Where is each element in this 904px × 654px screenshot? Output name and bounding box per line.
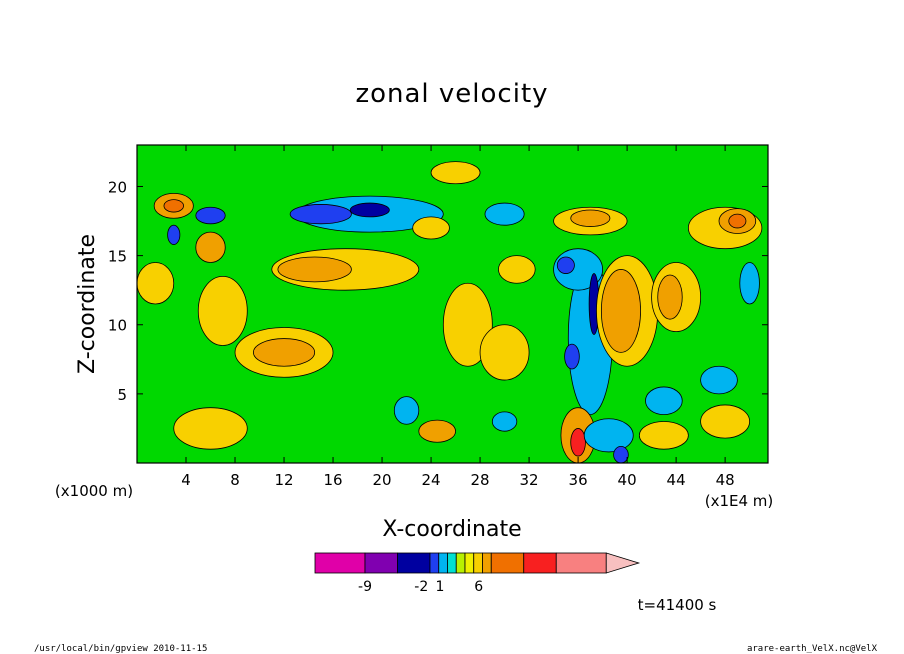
- y-axis-unit: (x1000 m): [55, 482, 133, 500]
- footer-left: /usr/local/bin/gpview 2010-11-15: [34, 644, 207, 654]
- contour-region-21: [583, 418, 634, 453]
- colorbar-swatch-6: [455, 552, 466, 574]
- colorbar-swatch-11: [523, 552, 557, 574]
- colorbar-swatch-7: [464, 552, 475, 574]
- plot-frame: [136, 144, 769, 464]
- contour-region-39: [479, 324, 530, 381]
- y-axis-label: Z-coordinate: [75, 234, 100, 374]
- contour-region-34: [393, 396, 420, 425]
- x-tick-label-7: 32: [520, 471, 539, 489]
- contour-region-18: [600, 269, 641, 353]
- contour-region-25: [728, 213, 747, 229]
- contour-region-9: [277, 256, 352, 283]
- y-axis-ticks: 5 10 15 20: [108, 178, 768, 404]
- contour-region-37: [173, 407, 248, 450]
- colorbar-label-0: -9: [358, 579, 372, 595]
- colorbar-arrow: [605, 552, 641, 574]
- x-tick-label-0: 4: [181, 471, 191, 489]
- x-tick-label-1: 8: [230, 471, 240, 489]
- contour-region-30: [657, 274, 683, 320]
- x-tick-label-8: 36: [569, 471, 588, 489]
- colorbar-swatch-3: [429, 552, 440, 574]
- contour-region-43: [412, 216, 450, 240]
- contour-region-42: [700, 404, 751, 439]
- contour-region-7: [195, 231, 226, 263]
- contour-region-3: [195, 206, 226, 225]
- time-label: t=41400 s: [638, 596, 717, 614]
- contour-region-35: [491, 411, 518, 432]
- colorbar-label-2: 1: [436, 579, 445, 595]
- contour-region-41: [638, 421, 689, 450]
- y-tick-label-0: 5: [117, 386, 127, 404]
- colorbar-swatch-2: [397, 552, 431, 574]
- colorbar-swatch-10: [490, 552, 525, 574]
- x-axis-unit: (x1E4 m): [705, 492, 774, 510]
- x-tick-label-10: 44: [667, 471, 686, 489]
- y-tick-label-1: 10: [108, 317, 127, 335]
- colorbar-swatch-1: [364, 552, 398, 574]
- x-tick-label-4: 20: [373, 471, 392, 489]
- contour-region-32: [700, 365, 738, 395]
- chart-title: zonal velocity: [355, 79, 548, 109]
- y-tick-label-3: 20: [108, 178, 127, 196]
- x-tick-label-6: 28: [471, 471, 490, 489]
- contour-region-15: [564, 343, 580, 370]
- contour-region-44: [430, 161, 481, 185]
- colorbar-swatch-9: [482, 552, 492, 574]
- x-tick-label-9: 40: [618, 471, 637, 489]
- colorbar: -9 -2 1 6: [314, 552, 641, 595]
- colorbar-swatch-12: [555, 552, 607, 574]
- colorbar-label-1: -2: [414, 579, 428, 595]
- contour-region-33: [645, 386, 683, 416]
- x-axis-label: X-coordinate: [382, 517, 521, 542]
- contour-region-6: [163, 199, 184, 213]
- contour-region-45: [137, 262, 175, 305]
- x-tick-label-5: 24: [422, 471, 441, 489]
- colorbar-swatch-8: [473, 552, 483, 574]
- x-tick-label-3: 16: [323, 471, 342, 489]
- contour-region-11: [252, 338, 316, 367]
- x-axis-ticks: 4 8 12 16 20 24 28 32 36 40 44 48: [181, 145, 735, 489]
- x-tick-label-2: 12: [274, 471, 293, 489]
- y-tick-label-2: 15: [108, 248, 127, 266]
- contour-region-2: [349, 202, 390, 218]
- x-tick-label-11: 48: [716, 471, 735, 489]
- colorbar-swatch-4: [438, 552, 448, 574]
- colorbar-label-3: 6: [474, 579, 483, 595]
- contour-region-22: [613, 446, 629, 463]
- contour-region-1: [289, 204, 352, 225]
- contour-region-4: [167, 224, 181, 245]
- colorbar-swatch-5: [447, 552, 457, 574]
- contour-region-14: [556, 256, 575, 274]
- contour-region-38: [442, 282, 493, 367]
- contour-region-31: [739, 262, 760, 305]
- contour-region-40: [197, 275, 248, 346]
- contour-field: [137, 161, 763, 463]
- contour-region-36: [418, 419, 456, 443]
- contour-region-46: [498, 255, 536, 284]
- colorbar-swatch-0: [314, 552, 366, 574]
- contour-region-27: [570, 209, 611, 227]
- contour-region-20: [570, 428, 586, 457]
- contour-region-28: [484, 202, 525, 226]
- footer-right: arare-earth_VelX.nc@VelX: [747, 644, 878, 654]
